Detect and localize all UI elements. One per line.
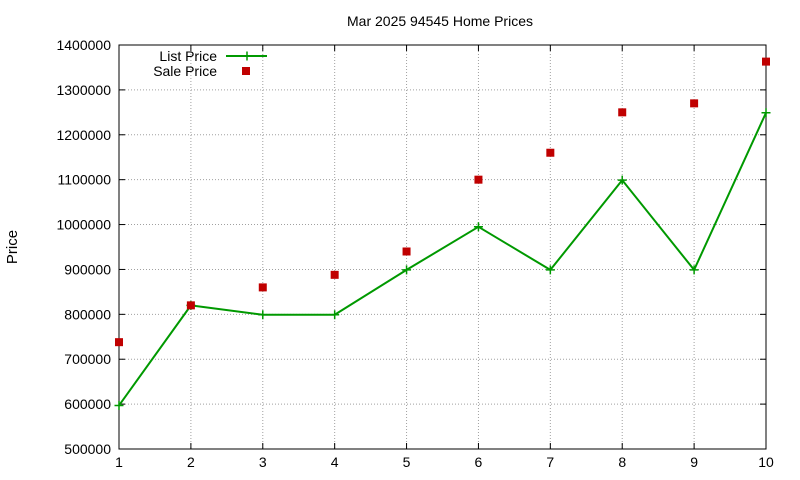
y-tick-label: 900000 (64, 261, 111, 277)
list-price-point (114, 400, 124, 410)
x-tick-label: 1 (115, 454, 123, 470)
list-price-point (330, 310, 340, 320)
x-tick-label: 3 (259, 454, 267, 470)
y-tick-label: 1400000 (56, 37, 111, 53)
sale-price-point (186, 301, 195, 310)
sale-price-point (115, 338, 123, 347)
y-tick-label: 1000000 (56, 217, 111, 233)
x-tick-label: 10 (758, 454, 774, 470)
x-tick-label: 4 (331, 454, 339, 470)
list-price-point (545, 265, 555, 275)
x-tick-labels: 1 2 3 4 5 6 7 8 9 10 (115, 454, 774, 470)
legend: List Price Sale Price (153, 48, 267, 79)
series-layer (114, 57, 771, 410)
x-tick-label: 9 (690, 454, 698, 470)
list-price-point (258, 310, 268, 320)
x-tick-label: 6 (475, 454, 483, 470)
chart-title: Mar 2025 94545 Home Prices (347, 13, 533, 29)
legend-label-sale-price: Sale Price (153, 63, 217, 79)
y-tick-labels: 500000 600000 700000 800000 900000 1000000 110… (56, 37, 111, 457)
sale-price-point (474, 175, 483, 184)
list-price-point (689, 265, 699, 275)
y-tick-label: 600000 (64, 396, 111, 412)
legend-marker-list-price (242, 51, 252, 61)
y-tick-label: 1300000 (56, 82, 111, 98)
y-tick-label: 1100000 (58, 172, 112, 188)
list-price-point (473, 222, 483, 232)
sale-price-point (618, 108, 627, 117)
sale-price-point (546, 148, 555, 157)
x-tick-label: 8 (618, 454, 626, 470)
y-tick-label: 500000 (64, 441, 111, 457)
list-price-point (617, 175, 627, 185)
sale-price-point (402, 247, 411, 256)
y-axis-label: Price (4, 230, 21, 264)
y-tick-label: 800000 (64, 306, 111, 322)
list-price-point (761, 108, 771, 118)
sale-price-point (762, 57, 770, 66)
x-tick-label: 2 (187, 454, 195, 470)
x-tick-label: 5 (403, 454, 411, 470)
y-tick-label: 1200000 (56, 127, 111, 143)
legend-marker-sale-price (242, 67, 250, 75)
sale-price-point (258, 283, 267, 292)
grid-lines (119, 45, 766, 449)
list-price-line (118, 112, 767, 407)
sale-price-point (330, 270, 339, 279)
legend-label-list-price: List Price (159, 48, 217, 64)
list-price-point (402, 265, 412, 275)
y-tick-label: 700000 (64, 351, 111, 367)
sale-price-point (690, 99, 699, 108)
x-tick-label: 7 (546, 454, 554, 470)
plot-border (118, 44, 767, 450)
